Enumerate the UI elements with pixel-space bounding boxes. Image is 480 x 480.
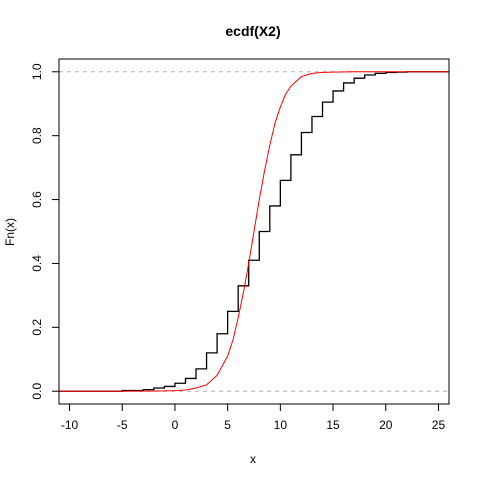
y-tick-label-1: 0.2 xyxy=(30,319,44,336)
x-axis: -10 -5 0 5 10 15 20 25 xyxy=(61,404,449,432)
y-axis-label: Fn(x) xyxy=(3,218,17,246)
y-tick-label-0: 0.0 xyxy=(30,383,44,400)
y-tick-label-2: 0.4 xyxy=(30,255,44,272)
x-axis-label: x xyxy=(250,452,256,466)
x-tick-label-5: 15 xyxy=(326,418,340,432)
y-tick-label-3: 0.6 xyxy=(30,191,44,208)
x-tick-label-7: 25 xyxy=(432,418,446,432)
x-tick-label-6: 20 xyxy=(379,418,393,432)
x-tick-label-0: -10 xyxy=(61,418,79,432)
y-tick-label-5: 1.0 xyxy=(30,63,44,80)
x-tick-label-3: 5 xyxy=(224,418,231,432)
x-tick-label-1: -5 xyxy=(117,418,128,432)
series-layer xyxy=(59,72,449,391)
y-tick-label-4: 0.8 xyxy=(30,127,44,144)
chart-title: ecdf(X2) xyxy=(225,23,280,39)
x-tick-label-2: 0 xyxy=(172,418,179,432)
cdf-series-line xyxy=(59,72,449,391)
y-axis: 0.0 0.2 0.4 0.6 0.8 1.0 xyxy=(30,63,59,399)
x-tick-label-4: 10 xyxy=(274,418,288,432)
